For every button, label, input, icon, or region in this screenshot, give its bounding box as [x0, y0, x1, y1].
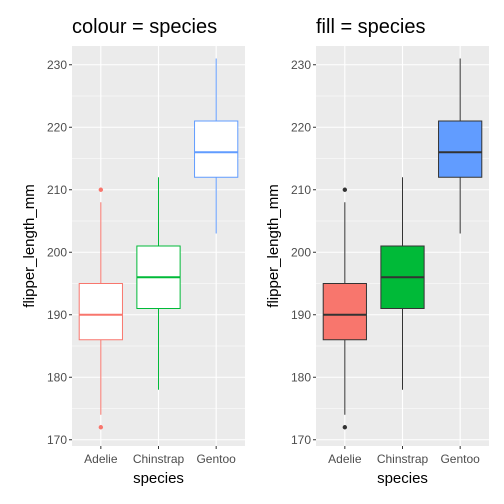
x-tick-label: Chinstrap: [377, 452, 429, 466]
x-axis-title: species: [377, 470, 428, 487]
box-adelie: [78, 187, 123, 430]
chart-panel-1: 170 180 190 200 210 220 230 Adelie Chinstrap Gent…: [21, 16, 245, 487]
y-tick-label: 220: [291, 120, 311, 134]
outlier-point: [342, 187, 348, 192]
y-tick-label: 210: [47, 183, 67, 197]
y-tick-label: 200: [47, 245, 67, 259]
box-adelie: [322, 187, 367, 430]
box-body: [322, 283, 367, 341]
box-body: [194, 120, 239, 178]
x-tick-label: Chinstrap: [133, 452, 185, 466]
y-axis-title: flipper_length_mm: [21, 184, 38, 307]
y-tick-label: 190: [47, 308, 67, 322]
x-tick-label: Adelie: [84, 452, 118, 466]
y-axis-title: flipper_length_mm: [265, 184, 282, 307]
y-tick-label: 180: [291, 370, 311, 384]
box-body: [78, 283, 123, 341]
outlier-point: [98, 187, 104, 192]
chart-title: colour = species: [72, 16, 217, 38]
y-tick-label: 230: [291, 58, 311, 72]
box-gentoo: [194, 58, 239, 234]
box-body: [438, 120, 483, 178]
x-tick-label: Adelie: [328, 452, 362, 466]
box-gentoo: [438, 58, 483, 234]
box-chinstrap: [136, 177, 181, 390]
chart-panel-2: 170 180 190 200 210 220 230 Adelie Chinstrap Gent…: [265, 16, 489, 487]
x-tick-label: Gentoo: [440, 452, 480, 466]
outlier-point: [98, 425, 104, 430]
x-tick-label: Gentoo: [196, 452, 236, 466]
x-axis-title: species: [133, 470, 184, 487]
y-tick-label: 170: [47, 433, 67, 447]
box-chinstrap: [380, 177, 425, 390]
outlier-point: [342, 425, 348, 430]
y-tick-label: 180: [47, 370, 67, 384]
y-tick-label: 200: [291, 245, 311, 259]
y-tick-label: 190: [291, 308, 311, 322]
y-tick-label: 210: [291, 183, 311, 197]
y-tick-label: 170: [291, 433, 311, 447]
y-tick-label: 220: [47, 120, 67, 134]
y-tick-label: 230: [47, 58, 67, 72]
chart-title: fill = species: [316, 16, 426, 38]
